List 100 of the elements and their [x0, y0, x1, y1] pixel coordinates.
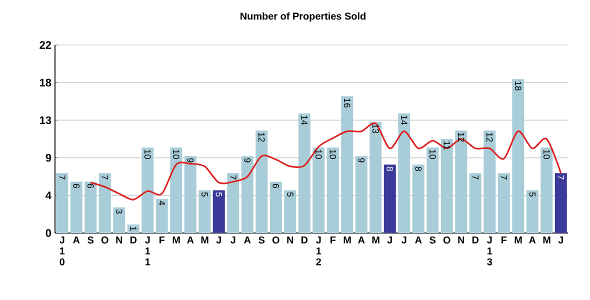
bar: [284, 190, 296, 233]
x-tick-label: J 1 2: [316, 236, 322, 266]
x-tick-label: J: [558, 236, 563, 244]
bar: [484, 130, 496, 233]
x-tick-label: J: [230, 236, 236, 244]
data-label: 5: [286, 192, 294, 197]
x-tick-label: M: [514, 236, 522, 244]
data-label: 10: [315, 150, 322, 159]
bar: [241, 156, 254, 233]
bar: [184, 156, 196, 233]
bar: [56, 173, 68, 233]
x-tick-label: J: [402, 236, 406, 244]
bar: [512, 79, 524, 233]
data-label: 14: [301, 116, 308, 125]
bar: [412, 164, 424, 233]
data-label: 12: [486, 132, 493, 142]
x-tick-label: M: [372, 236, 380, 244]
bar: [312, 148, 325, 233]
bar: [498, 173, 510, 233]
x-tick-label: N: [116, 236, 122, 244]
data-label: 16: [344, 98, 350, 108]
x-tick-label: F: [502, 236, 507, 244]
x-tick-label: A: [358, 236, 365, 244]
data-label: 8: [386, 166, 394, 171]
x-tick-label: N: [287, 236, 294, 244]
bar: [355, 156, 368, 233]
x-tick-label: A: [73, 236, 80, 244]
bar: [227, 173, 240, 233]
y-tick-label: 0: [46, 229, 52, 237]
bar: [156, 198, 168, 233]
data-label: 9: [187, 158, 194, 162]
x-tick-label: J 1 0: [60, 236, 65, 266]
data-label: 10: [144, 150, 151, 159]
data-label: 9: [244, 158, 251, 162]
x-tick-label: O: [101, 236, 108, 244]
x-tick-label: F: [330, 236, 336, 244]
x-tick-label: A: [529, 236, 536, 244]
x-tick-label: J 1 3: [487, 236, 492, 266]
bar: [256, 130, 268, 233]
bar: [540, 148, 553, 233]
x-tick-label: J 1 1: [145, 236, 150, 266]
x-tick-label: D: [301, 236, 308, 244]
bar: [142, 148, 154, 233]
x-tick-label: J: [216, 236, 221, 244]
y-tick-label: 9: [46, 154, 52, 162]
x-tick-label: M: [543, 236, 550, 244]
data-label: 12: [258, 132, 265, 142]
bar: [370, 122, 382, 233]
x-tick-label: D: [130, 236, 137, 244]
data-label: 5: [201, 192, 208, 197]
x-tick-label: O: [443, 236, 450, 244]
x-tick-label: F: [160, 236, 165, 244]
bar: [113, 207, 126, 233]
x-tick-label: D: [472, 236, 479, 244]
data-label: 7: [558, 175, 564, 180]
x-tick-label: N: [458, 236, 464, 244]
bar: [270, 182, 282, 233]
data-label: 12: [458, 132, 464, 142]
data-label: 5: [529, 192, 536, 197]
x-tick-label: M: [344, 236, 351, 244]
bar: [212, 190, 225, 233]
data-label: 6: [87, 184, 94, 188]
bar: [455, 130, 468, 233]
y-tick-label: 4: [46, 192, 52, 200]
bar: [469, 173, 482, 233]
data-label: 7: [230, 175, 236, 180]
data-label: 7: [472, 175, 478, 180]
x-tick-label: S: [88, 236, 94, 244]
bar: [554, 173, 567, 233]
data-label: 7: [102, 175, 108, 180]
data-label: 6: [272, 184, 280, 188]
data-label: 1: [130, 226, 136, 231]
bar: [526, 190, 538, 233]
chart-title: Number of Properties Sold: [240, 12, 366, 22]
bar: [426, 148, 439, 233]
bar: [98, 173, 111, 233]
data-label: 13: [372, 124, 379, 134]
data-label: 10: [429, 150, 436, 159]
data-label: 5: [216, 192, 222, 197]
x-tick-label: A: [187, 236, 194, 244]
bar: [198, 190, 211, 233]
x-tick-label: A: [415, 236, 422, 244]
x-tick-label: M: [172, 236, 180, 244]
bar: [398, 113, 410, 233]
x-tick-label: S: [258, 236, 265, 244]
x-tick-label: J: [387, 236, 392, 244]
data-label: 7: [59, 175, 66, 180]
data-label: 7: [500, 175, 507, 180]
data-label: 9: [358, 158, 365, 162]
y-tick-label: 18: [40, 78, 52, 86]
data-label: 10: [172, 150, 180, 159]
data-label: 6: [73, 184, 80, 188]
bar: [440, 139, 453, 233]
data-label: 18: [514, 82, 522, 90]
data-label: 3: [116, 209, 122, 214]
bar: [298, 113, 310, 233]
bar: [341, 96, 354, 233]
data-label: 10: [543, 150, 550, 159]
data-label: 10: [330, 150, 336, 159]
x-tick-label: S: [430, 236, 436, 244]
